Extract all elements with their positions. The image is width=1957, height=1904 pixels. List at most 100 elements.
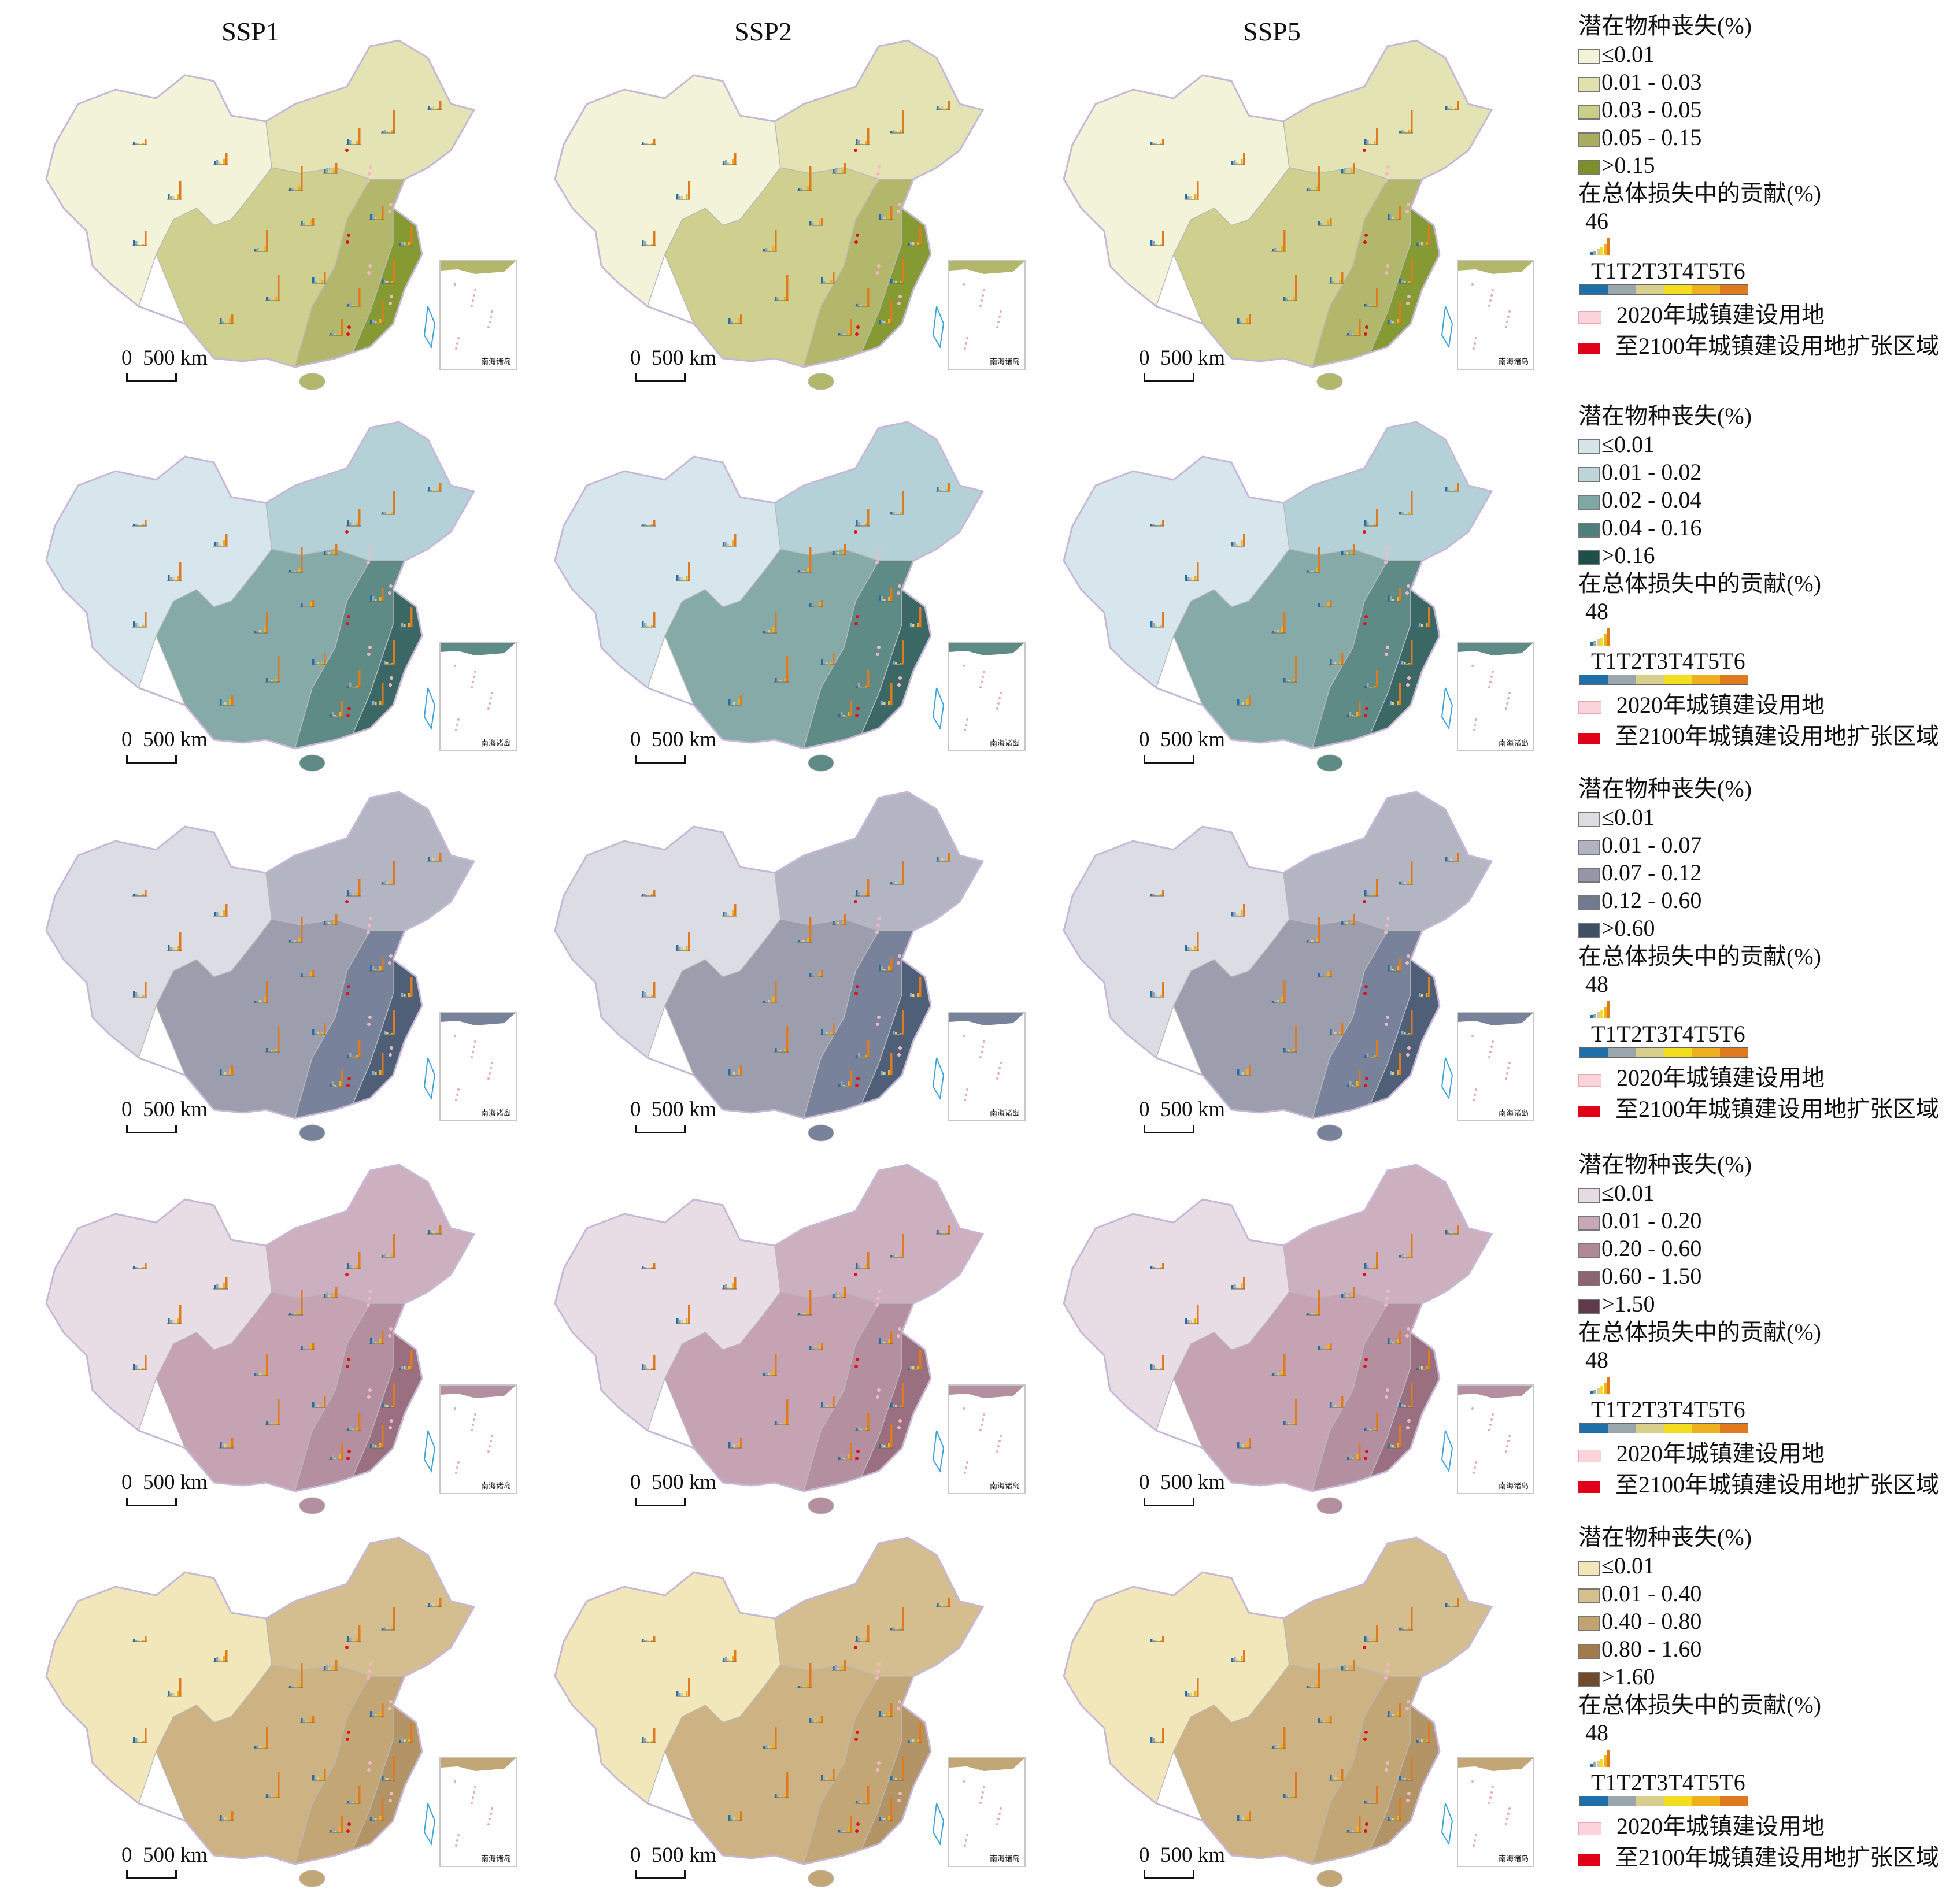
bar-t2 (216, 160, 219, 165)
bar-t5 (1160, 1741, 1162, 1743)
island-dot (965, 1839, 967, 1842)
urban-land-marker (388, 961, 391, 965)
bar-t2 (644, 1640, 646, 1642)
bar-t2 (1153, 1365, 1155, 1370)
bar-t5 (1281, 997, 1283, 1003)
scale-label: 0 500 km (630, 1470, 717, 1494)
island-dot (997, 1072, 1000, 1075)
bar-t5 (772, 997, 775, 1003)
bar-t1 (1231, 542, 1234, 546)
bar-t2 (1419, 1739, 1421, 1743)
bar-t3 (1404, 512, 1406, 514)
bar-t1 (856, 686, 858, 688)
legend-class: ≤0.01 (1578, 431, 1954, 458)
province-bar-glyph (1271, 981, 1286, 1003)
urban-land-marker (854, 149, 857, 152)
bar-t6 (786, 1772, 789, 1798)
island-dot (490, 1067, 492, 1069)
taiwan-island (1441, 1057, 1453, 1100)
bar-t5 (177, 1318, 179, 1324)
bar-t2 (881, 1712, 883, 1717)
bar-t6 (1399, 683, 1401, 705)
province-bar-glyph (641, 1636, 656, 1642)
bar-t6 (1457, 1598, 1459, 1607)
bar-t2 (1286, 1795, 1288, 1798)
bar-t3 (138, 1640, 140, 1642)
bar-t1 (821, 1402, 823, 1407)
bar-t3 (895, 1032, 897, 1035)
island-dot (1508, 1435, 1511, 1437)
bar-t5 (391, 512, 393, 514)
bar-t6 (1318, 1663, 1320, 1688)
bar-t1 (1185, 945, 1187, 951)
taiwan-island (423, 306, 436, 349)
bar-t2 (349, 140, 352, 145)
bar-t1 (1347, 1457, 1349, 1460)
bar-t3 (328, 552, 331, 555)
bar-t3 (768, 1373, 770, 1376)
bar-t2 (1419, 993, 1421, 997)
island-dot (474, 289, 476, 291)
island-dot (457, 1088, 460, 1091)
bar-t3 (375, 321, 377, 324)
bar-key-glyph (1590, 1001, 1610, 1018)
province-bar-glyph (855, 288, 870, 307)
island-dot (457, 718, 460, 721)
island-dot (474, 1413, 476, 1416)
bar-t3 (1334, 1405, 1337, 1407)
bar-t1 (312, 1775, 315, 1780)
bar-t5 (142, 995, 145, 997)
island-dot (966, 1834, 968, 1836)
bar-t2 (1274, 1745, 1277, 1749)
island-dot (1508, 692, 1511, 694)
ramp-t6 (1719, 285, 1748, 294)
bar-t6 (1318, 547, 1320, 572)
bar-t5 (772, 246, 775, 251)
bar-t6 (312, 970, 315, 977)
legend-swatch (1578, 867, 1600, 883)
bar-t1 (428, 1230, 430, 1234)
province-bar-glyph (1150, 1355, 1164, 1370)
bar-t1 (133, 991, 135, 997)
legend-swatch (1578, 1616, 1600, 1631)
bar-t2 (1401, 1627, 1404, 1630)
contribution-bar-key (1578, 235, 1954, 258)
bar-t5 (275, 1049, 278, 1052)
bar-t2 (135, 241, 138, 246)
bar-t2 (644, 241, 646, 246)
urban-land-marker (856, 985, 859, 988)
map-panel-row4-ssp5: 0 500 km 南海诸岛 (1018, 1142, 1538, 1514)
bar-t1 (1307, 1686, 1309, 1688)
bar-t2 (401, 1739, 404, 1743)
province-bar-glyph (254, 981, 268, 1003)
island-dot (1507, 697, 1510, 699)
bar-t5 (391, 1627, 393, 1630)
bar-t5 (1397, 966, 1399, 971)
south-china-sea-inset: 南海诸岛 (1457, 1012, 1534, 1121)
province-bar-glyph (855, 1413, 870, 1431)
bar-t5 (229, 1069, 231, 1075)
bar-t1 (821, 1775, 823, 1780)
bar-t1 (937, 1230, 939, 1234)
urban-land-marker (368, 554, 371, 557)
province-bar-glyph (809, 1343, 823, 1350)
china-map (45, 1164, 476, 1514)
bar-t2 (1367, 522, 1369, 526)
bar-t5 (848, 1081, 850, 1087)
urban-land-marker (368, 264, 372, 268)
province-bar-glyph (936, 1225, 950, 1235)
bar-key-t5 (1604, 244, 1607, 255)
urban-land-marker (390, 1046, 393, 1050)
bar-t1 (1388, 1444, 1390, 1448)
bar-t5 (1246, 699, 1249, 705)
province-bar-glyph (1445, 1225, 1459, 1235)
bar-t6 (1376, 670, 1378, 688)
bar-t6 (335, 1287, 338, 1298)
urban-land-marker (369, 1662, 372, 1666)
province-bar-glyph (1237, 314, 1251, 324)
bar-t1 (289, 188, 291, 191)
bar-t5 (1408, 1254, 1411, 1257)
urban-land-marker (854, 1365, 858, 1368)
province-bar-glyph (676, 1678, 690, 1697)
bar-t6 (890, 1425, 893, 1448)
